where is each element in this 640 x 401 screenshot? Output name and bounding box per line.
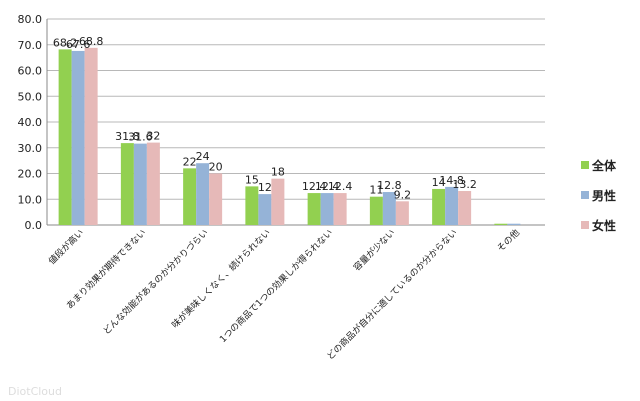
- y-tick-label: 10.0: [18, 193, 43, 206]
- bar: [196, 163, 210, 225]
- bars: [58, 47, 521, 226]
- data-label: 68.2: [53, 36, 78, 49]
- data-label: 14.8: [439, 174, 464, 187]
- category-label: どんな効能があるのか分かりづらい: [100, 227, 210, 337]
- bar: [432, 188, 446, 225]
- data-label: 12.4: [315, 180, 340, 193]
- bar: [395, 201, 409, 225]
- y-tick-label: 20.0: [18, 168, 43, 181]
- bar: [58, 49, 72, 226]
- data-label: 12.4: [302, 180, 327, 193]
- bar: [382, 192, 396, 225]
- legend-swatch: [581, 161, 589, 169]
- data-label: 31.8: [115, 130, 140, 143]
- bar: [271, 178, 285, 225]
- bar: [146, 142, 160, 225]
- bar: [209, 173, 223, 225]
- data-label: 68.8: [79, 35, 104, 48]
- y-tick-label: 50.0: [18, 90, 43, 103]
- bar: [445, 186, 459, 225]
- bar: [307, 193, 321, 225]
- category-label: 味が美味しくなく、続けられない: [169, 227, 273, 331]
- data-label: 12.4: [328, 180, 353, 193]
- data-label: 14: [432, 176, 446, 189]
- data-label: 22: [183, 155, 197, 168]
- data-label: 15: [245, 173, 259, 186]
- bar: [320, 193, 334, 225]
- bar: [71, 50, 85, 226]
- bar: [245, 186, 259, 225]
- data-label: 67.6: [66, 38, 91, 51]
- legend-swatch: [581, 221, 589, 229]
- y-tick-label: 40.0: [18, 116, 43, 129]
- data-label: 32: [146, 130, 160, 143]
- y-tick-label: 60.0: [18, 65, 43, 78]
- y-tick-label: 0.0: [25, 219, 43, 232]
- bar: [458, 191, 472, 225]
- data-label: 12.8: [377, 179, 402, 192]
- bar: [120, 143, 134, 225]
- data-label: 24: [196, 150, 210, 163]
- data-label: 12: [258, 181, 272, 194]
- y-tick-label: 30.0: [18, 142, 43, 155]
- legend-label: 女性: [592, 218, 616, 233]
- bar: [333, 193, 347, 225]
- y-tick-label: 80.0: [18, 13, 43, 26]
- category-label: どの商品が自分に適しているのか分からない: [324, 227, 460, 363]
- data-label: 11: [369, 184, 383, 197]
- x-axis: 値段が高いあまり効果が期待できないどんな効能があるのか分かりづらい味が美味しくな…: [46, 227, 522, 363]
- legend-label: 全体: [591, 158, 617, 173]
- legend-swatch: [581, 191, 589, 199]
- bar: [369, 196, 383, 225]
- category-label: その他: [494, 227, 522, 255]
- data-label: 9.2: [394, 188, 412, 201]
- bar: [507, 223, 521, 225]
- bar: [258, 194, 272, 225]
- bar: [133, 143, 147, 225]
- bar: [84, 47, 98, 226]
- bar: [183, 168, 197, 225]
- data-label: 20: [209, 161, 223, 174]
- y-tick-label: 70.0: [18, 39, 43, 52]
- category-label: 値段が高い: [46, 227, 86, 267]
- data-label: 13.2: [452, 178, 477, 191]
- category-label: 容量が少ない: [351, 227, 398, 274]
- y-axis: 0.0 10.0 20.0 30.0 40.0 50.0 60.0 70.0 80.0: [18, 13, 48, 232]
- watermark: DiotCloud: [8, 385, 62, 398]
- data-label: 18: [271, 166, 285, 179]
- data-label: 31.6: [128, 131, 153, 144]
- legend-label: 男性: [592, 188, 616, 203]
- category-label: 1つの商品で1つの効果しか得られない: [217, 227, 335, 345]
- bar: [494, 223, 508, 225]
